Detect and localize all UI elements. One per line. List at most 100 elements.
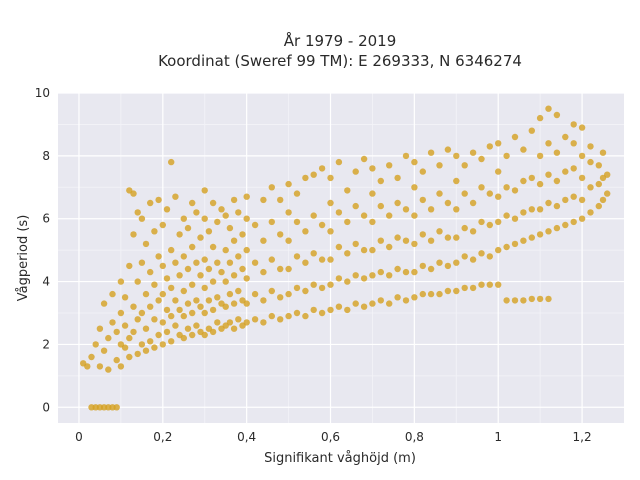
chart-title-line2: Koordinat (Sweref 99 TM): E 269333, N 63… [158, 52, 522, 70]
data-point [209, 243, 217, 251]
data-point [486, 221, 493, 229]
x-tick-label: 0 [75, 430, 83, 444]
data-point [193, 209, 200, 216]
data-point [377, 268, 384, 276]
data-point [155, 297, 162, 304]
data-point [562, 133, 569, 141]
data-point [193, 297, 200, 304]
data-point [96, 325, 104, 332]
data-point [369, 300, 376, 307]
y-axis-ticks: 0 2 4 6 8 10 [35, 86, 50, 414]
data-point [352, 202, 359, 210]
data-point [230, 237, 238, 244]
data-point [495, 168, 502, 175]
data-point [478, 281, 485, 288]
data-point [172, 322, 179, 329]
data-point [142, 325, 150, 332]
data-point [360, 212, 368, 219]
data-point [352, 272, 359, 279]
data-point [209, 278, 217, 285]
data-point [138, 341, 146, 348]
data-point [117, 278, 125, 285]
data-point [184, 224, 192, 232]
data-point [277, 316, 284, 323]
data-point [436, 290, 443, 298]
data-point [293, 218, 301, 226]
data-point [453, 152, 460, 160]
data-point [360, 303, 368, 310]
data-point [84, 363, 91, 370]
data-point [553, 224, 561, 232]
data-point [285, 265, 292, 273]
data-point [214, 294, 221, 301]
data-point [180, 253, 187, 260]
data-point [134, 209, 141, 216]
data-point [344, 306, 351, 314]
data-point [260, 268, 267, 276]
data-point [168, 246, 175, 254]
data-point [147, 303, 154, 310]
y-tick-label: 8 [42, 149, 50, 163]
data-point [138, 215, 146, 222]
data-point [151, 344, 158, 351]
data-point [511, 215, 519, 222]
data-point [503, 152, 510, 160]
data-point [201, 215, 208, 222]
data-point [545, 199, 552, 207]
data-point [595, 180, 602, 188]
data-point [411, 294, 418, 301]
data-point [335, 158, 343, 166]
data-point [394, 294, 401, 301]
data-point [369, 246, 376, 254]
data-point [318, 165, 326, 172]
data-point [243, 246, 250, 254]
data-point [285, 209, 292, 216]
data-point [201, 256, 208, 263]
data-point [205, 297, 213, 304]
x-tick-label: 0,4 [237, 430, 256, 444]
data-point [427, 290, 435, 298]
data-point [260, 237, 267, 244]
data-point [100, 347, 108, 354]
data-point [310, 212, 317, 219]
data-point [209, 199, 217, 207]
data-point [386, 212, 393, 219]
data-point [327, 306, 334, 314]
data-point [243, 275, 250, 282]
data-point [369, 190, 376, 197]
data-point [172, 193, 179, 200]
data-point [604, 190, 611, 197]
data-point [419, 290, 426, 298]
data-point [436, 228, 443, 235]
data-point [469, 149, 477, 156]
data-point [411, 184, 418, 191]
data-point [377, 297, 384, 304]
data-point [377, 237, 384, 244]
data-point [251, 290, 259, 298]
data-point [411, 240, 418, 248]
data-point [268, 218, 275, 226]
data-point [444, 146, 452, 153]
data-point [536, 152, 544, 160]
data-point [327, 256, 334, 263]
data-point [486, 253, 493, 260]
data-point [587, 143, 594, 150]
data-point [545, 140, 552, 147]
y-tick-label: 10 [35, 86, 50, 100]
y-axis-label: Vågperiod (s) [16, 215, 31, 302]
data-point [436, 190, 443, 197]
data-point [277, 231, 284, 238]
data-point [528, 234, 535, 241]
y-tick-label: 0 [42, 400, 50, 414]
data-point [453, 234, 460, 241]
data-point [176, 231, 183, 238]
data-point [130, 190, 137, 197]
data-point [243, 300, 250, 307]
data-point [394, 199, 401, 207]
data-point [235, 253, 242, 260]
data-point [180, 334, 187, 342]
data-point [352, 240, 359, 248]
data-point [151, 316, 158, 323]
data-point [419, 231, 426, 238]
